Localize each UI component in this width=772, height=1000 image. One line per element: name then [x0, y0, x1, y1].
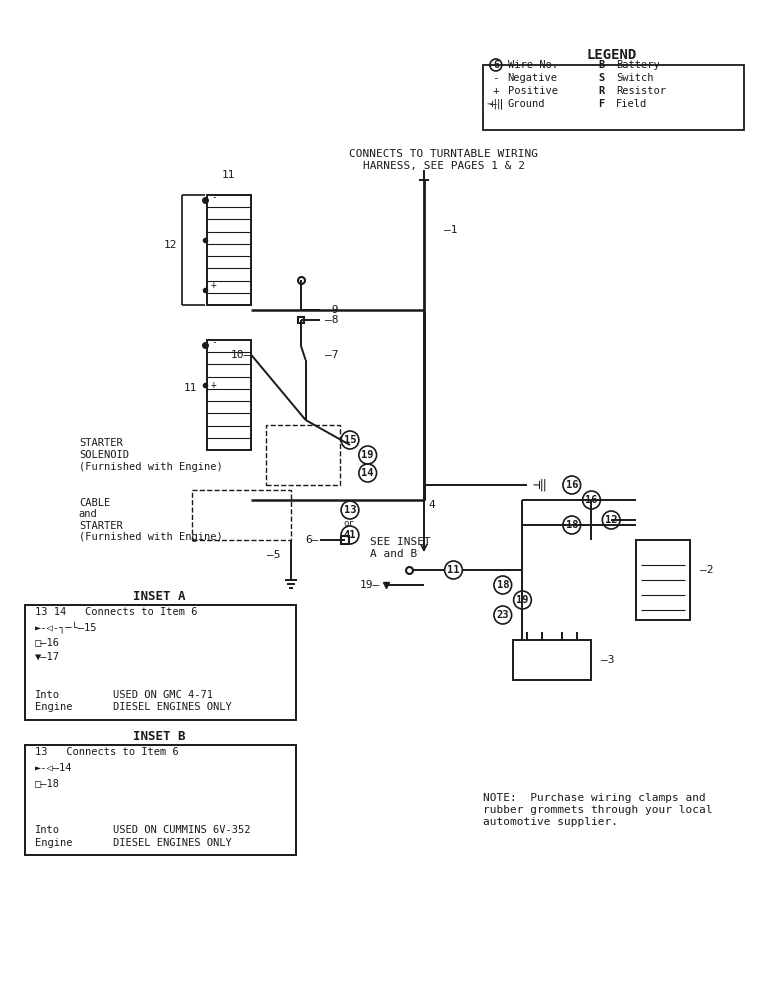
Text: USED ON CUMMINS 6V-352: USED ON CUMMINS 6V-352 [113, 825, 251, 835]
Bar [266, 425, 340, 485]
Bar [513, 640, 591, 680]
Text: -: - [211, 192, 217, 202]
Text: DIESEL ENGINES ONLY: DIESEL ENGINES ONLY [113, 702, 232, 712]
Text: ►-◁—14: ►-◁—14 [35, 763, 72, 773]
Text: ⊣‖: ⊣‖ [533, 479, 547, 491]
Text: INSET A: INSET A [134, 590, 186, 603]
Bar [636, 540, 690, 620]
Text: 4: 4 [428, 500, 435, 510]
Text: 13: 13 [344, 505, 356, 515]
Text: —‖: —‖ [490, 99, 503, 109]
Text: 15: 15 [344, 435, 356, 445]
Text: Field: Field [616, 99, 648, 109]
Text: 13   Connects to Item 6: 13 Connects to Item 6 [35, 747, 178, 757]
Text: 14: 14 [361, 468, 374, 478]
Text: 41: 41 [344, 530, 356, 540]
Text: Ground: Ground [508, 99, 545, 109]
Bar [25, 605, 296, 720]
Text: B: B [598, 60, 604, 70]
Text: —1: —1 [444, 225, 457, 235]
Text: Positive: Positive [508, 86, 557, 96]
Text: ►-◁-┐─└—15: ►-◁-┐─└—15 [35, 621, 97, 633]
Text: -: - [211, 337, 217, 347]
Text: Battery: Battery [616, 60, 660, 70]
Text: R: R [598, 86, 604, 96]
Text: S: S [598, 73, 604, 83]
Text: —7: —7 [325, 350, 339, 360]
Bar [25, 745, 296, 855]
Text: -: - [493, 73, 499, 83]
Text: F: F [598, 99, 604, 109]
Text: 12: 12 [164, 240, 178, 250]
Text: INSET B: INSET B [134, 730, 186, 743]
Text: 11: 11 [447, 565, 459, 575]
Text: 6: 6 [493, 60, 499, 70]
Bar [207, 340, 252, 450]
Text: +: + [493, 86, 499, 96]
Text: 19—: 19— [359, 580, 380, 590]
Text: NOTE:  Purchase wiring clamps and
rubber grommets through your local
automotive : NOTE: Purchase wiring clamps and rubber … [483, 793, 713, 827]
Bar [207, 195, 252, 305]
Text: 13 14   Connects to Item 6: 13 14 Connects to Item 6 [35, 607, 197, 617]
Text: 11: 11 [222, 170, 235, 180]
Text: USED ON GMC 4-71: USED ON GMC 4-71 [113, 690, 213, 700]
Text: 10—: 10— [231, 350, 252, 360]
Text: 19: 19 [516, 595, 529, 605]
Text: 19: 19 [361, 450, 374, 460]
Text: DIESEL ENGINES ONLY: DIESEL ENGINES ONLY [113, 838, 232, 848]
Text: □—16: □—16 [35, 637, 59, 647]
Text: 6—: 6— [305, 535, 318, 545]
Text: Into: Into [35, 690, 59, 700]
Text: 11: 11 [184, 383, 197, 393]
Text: ⊣||: ⊣|| [486, 99, 505, 109]
Text: Into: Into [35, 825, 59, 835]
Text: □—18: □—18 [35, 778, 59, 788]
Text: —3: —3 [601, 655, 615, 665]
Text: or: or [344, 518, 354, 528]
Text: —9: —9 [325, 305, 339, 315]
Text: —2: —2 [700, 565, 713, 575]
Text: +: + [211, 380, 217, 390]
Text: LEGEND: LEGEND [586, 48, 636, 62]
Text: 12: 12 [605, 515, 618, 525]
Text: Wire No.: Wire No. [508, 60, 557, 70]
Bar [192, 490, 291, 540]
Text: CABLE
and
STARTER
(Furnished with Engine): CABLE and STARTER (Furnished with Engine… [79, 498, 222, 542]
Text: ▼—17: ▼—17 [35, 652, 59, 662]
Text: 18: 18 [566, 520, 578, 530]
Text: Resistor: Resistor [616, 86, 666, 96]
Text: CONNECTS TO TURNTABLE WIRING
HARNESS, SEE PAGES 1 & 2: CONNECTS TO TURNTABLE WIRING HARNESS, SE… [349, 149, 538, 171]
Text: 16: 16 [585, 495, 598, 505]
Text: STARTER
SOLENOID
(Furnished with Engine): STARTER SOLENOID (Furnished with Engine) [79, 438, 222, 472]
Text: 18: 18 [496, 580, 509, 590]
Text: +: + [211, 280, 217, 290]
Text: 16: 16 [566, 480, 578, 490]
Text: Switch: Switch [616, 73, 654, 83]
Text: —8: —8 [325, 315, 339, 325]
Text: Engine: Engine [35, 838, 72, 848]
Text: —5: —5 [267, 550, 281, 560]
Text: 23: 23 [496, 610, 509, 620]
Text: Negative: Negative [508, 73, 557, 83]
Text: SEE INSET
A and B: SEE INSET A and B [370, 537, 431, 559]
Text: Engine: Engine [35, 702, 72, 712]
